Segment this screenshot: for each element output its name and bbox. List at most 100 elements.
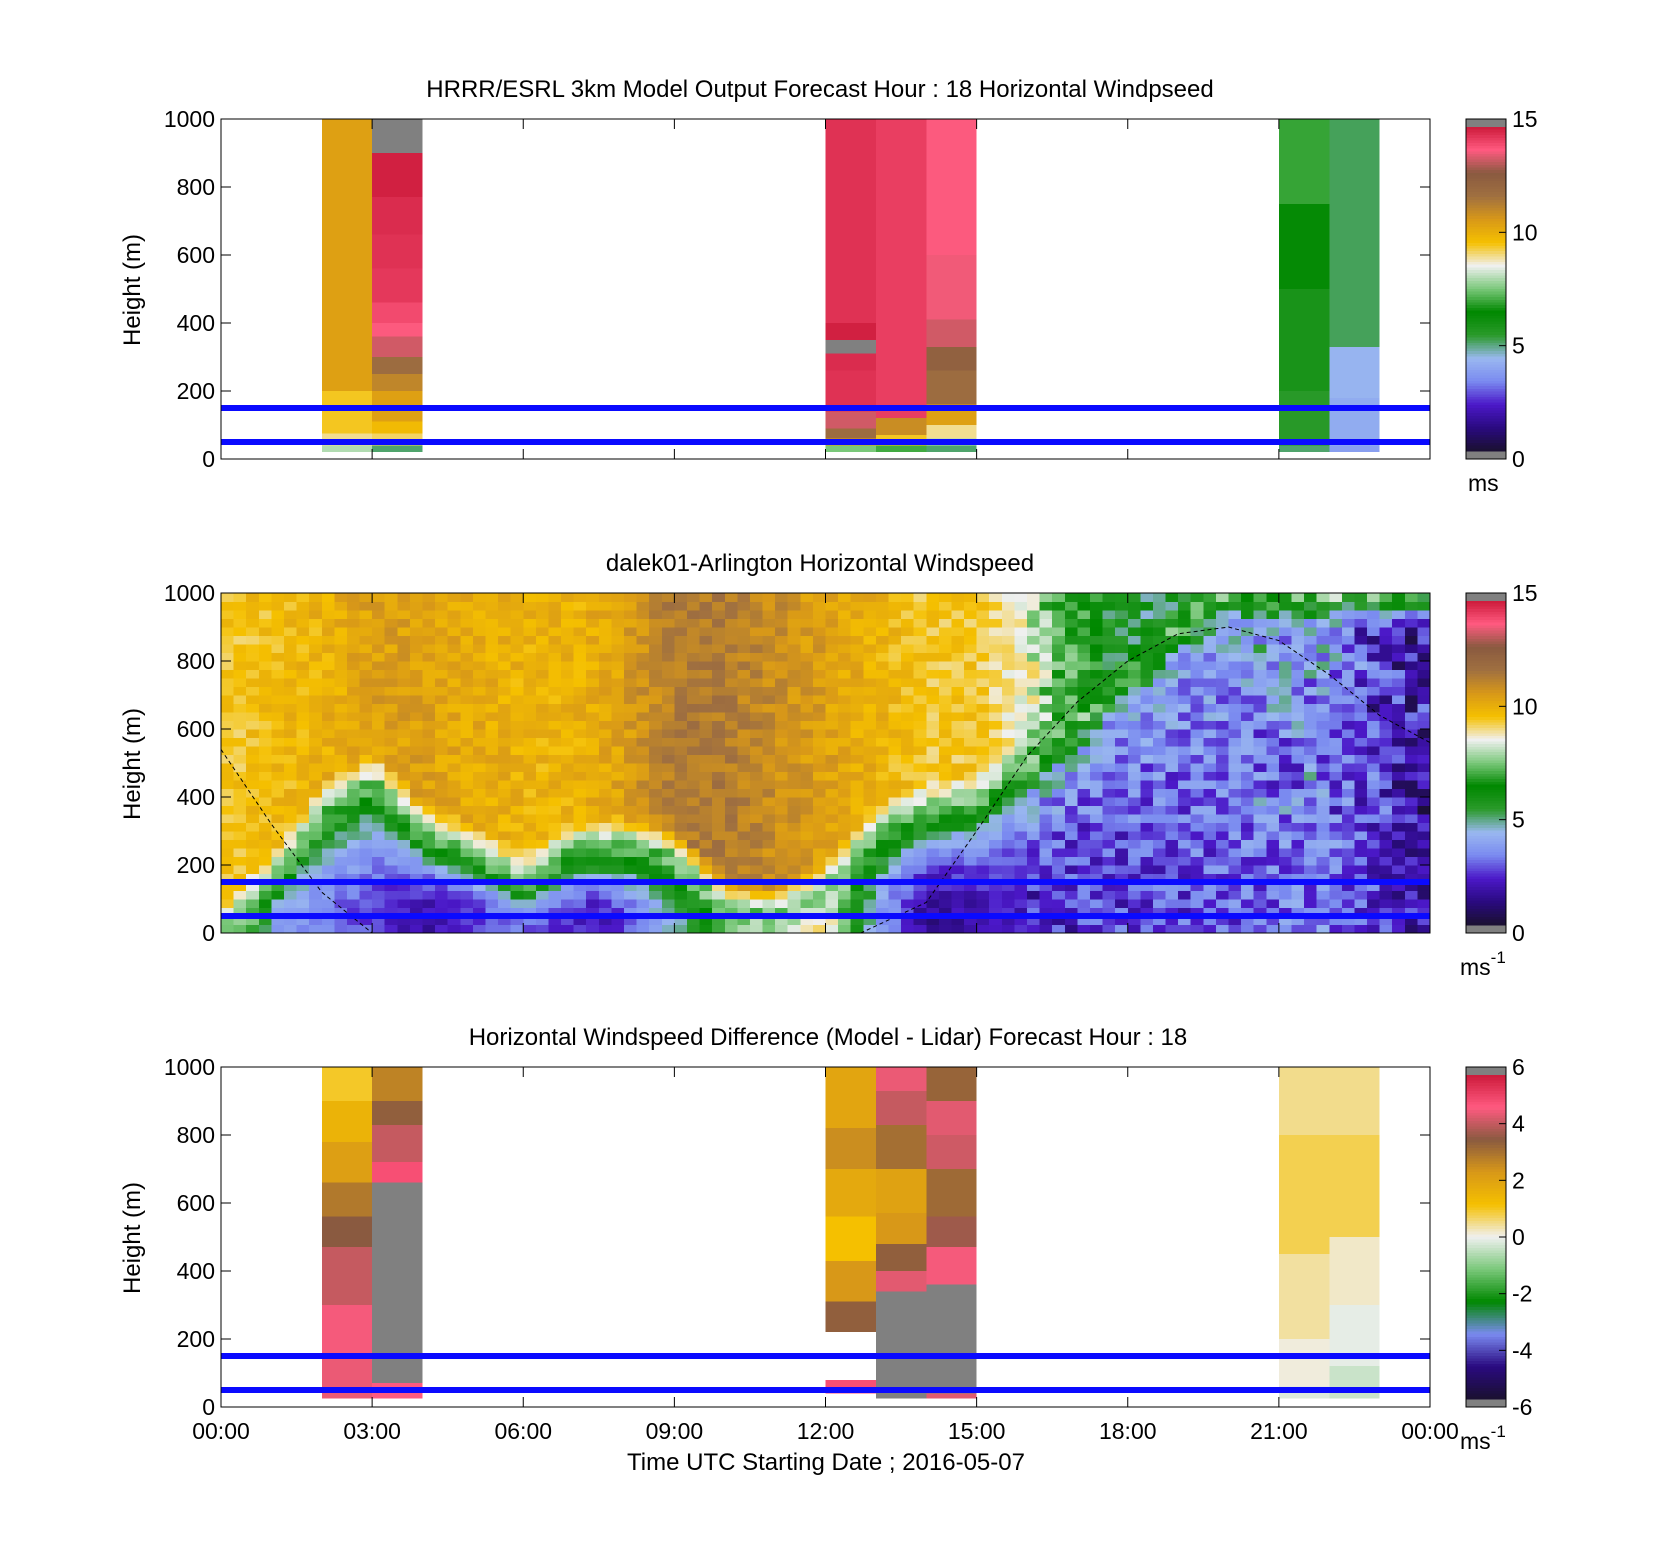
heatmap-cell (233, 635, 247, 645)
panel-lidar-title: dalek01-Arlington Horizontal Windspeed (606, 550, 1034, 577)
heatmap-cell (1215, 720, 1230, 730)
colorbar-swatch (1466, 1158, 1506, 1162)
heatmap-cell (901, 924, 915, 934)
colorbar-end-cap (1466, 1399, 1506, 1407)
heatmap-cell (1090, 729, 1104, 739)
heatmap-cell (1115, 780, 1129, 790)
heatmap-cell (284, 652, 298, 662)
heatmap-cell (1392, 652, 1406, 662)
heatmap-cell (687, 703, 701, 713)
heatmap-cell (1278, 644, 1293, 654)
heatmap-cell (372, 907, 386, 917)
heatmap-cell (926, 1284, 977, 1394)
colorbar-swatch (1466, 235, 1506, 239)
heatmap-cell (1115, 695, 1129, 705)
heatmap-cell (472, 669, 487, 679)
colorbar-swatch (1466, 1234, 1506, 1238)
heatmap-cell (548, 686, 562, 696)
heatmap-cell (1077, 865, 1091, 875)
heatmap-cell (1241, 907, 1255, 917)
colorbar-swatch (1466, 216, 1506, 220)
heatmap-cell (1140, 831, 1154, 841)
heatmap-cell (762, 788, 776, 798)
heatmap-cell (938, 907, 952, 917)
heatmap-cell (749, 703, 764, 713)
heatmap-cell (359, 729, 373, 739)
heatmap-cell (1001, 627, 1015, 637)
heatmap-cell (258, 924, 272, 934)
heatmap-cell (724, 882, 738, 892)
heatmap-cell (221, 703, 235, 713)
heatmap-cell (901, 788, 915, 798)
heatmap-cell (1241, 763, 1255, 773)
heatmap-cell (1178, 652, 1192, 662)
heatmap-cell (1190, 618, 1204, 628)
heatmap-cell (1215, 856, 1230, 866)
heatmap-cell (636, 831, 650, 841)
heatmap-cell (1379, 924, 1393, 934)
heatmap-cell (1404, 780, 1418, 790)
heatmap-cell (938, 695, 952, 705)
heatmap-cell (472, 618, 487, 628)
heatmap-cell (1354, 882, 1368, 892)
heatmap-cell (321, 873, 335, 883)
heatmap-cell (1367, 737, 1381, 747)
colorbar-swatch (1466, 1212, 1506, 1216)
heatmap-cell (737, 601, 751, 611)
heatmap-cell (296, 593, 310, 603)
heatmap-cell (598, 652, 612, 662)
heatmap-cell (1052, 839, 1066, 849)
heatmap-cell (762, 635, 776, 645)
heatmap-cell (787, 890, 801, 900)
heatmap-cell (384, 686, 398, 696)
heatmap-cell (1115, 805, 1129, 815)
heatmap-cell (724, 814, 738, 824)
heatmap-cell (976, 907, 990, 917)
heatmap-cell (888, 890, 902, 900)
heatmap-cell (812, 771, 827, 781)
heatmap-cell (938, 601, 952, 611)
heatmap-cell (460, 754, 474, 764)
heatmap-cell (284, 831, 298, 841)
heatmap-cell (498, 814, 512, 824)
heatmap-cell (1127, 712, 1141, 722)
heatmap-cell (1215, 686, 1230, 696)
heatmap-cell (1014, 754, 1028, 764)
heatmap-cell (1064, 720, 1078, 730)
heatmap-cell (775, 882, 789, 892)
colorbar-swatch (1466, 1142, 1506, 1146)
heatmap-cell (1417, 610, 1431, 620)
heatmap-cell (1190, 831, 1204, 841)
heatmap-cell (712, 678, 726, 688)
heatmap-cell (498, 882, 512, 892)
heatmap-cell (1291, 882, 1305, 892)
heatmap-cell (321, 686, 335, 696)
heatmap-cell (838, 771, 852, 781)
heatmap-cell (498, 924, 512, 934)
colorbar-swatch (1466, 827, 1506, 831)
heatmap-cell (825, 618, 839, 628)
heatmap-cell (1127, 848, 1141, 858)
heatmap-cell (649, 618, 663, 628)
heatmap-cell (913, 729, 927, 739)
heatmap-cell (762, 593, 776, 603)
heatmap-cell (1014, 678, 1028, 688)
heatmap-cell (926, 1393, 977, 1399)
heatmap-cell (1102, 916, 1116, 926)
heatmap-cell (233, 754, 247, 764)
heatmap-cell (687, 695, 701, 705)
heatmap-cell (1140, 601, 1154, 611)
colorbar-swatch (1466, 1220, 1506, 1224)
heatmap-cell (901, 746, 915, 756)
heatmap-cell (271, 712, 285, 722)
heatmap-cell (775, 627, 789, 637)
heatmap-cell (309, 805, 323, 815)
heatmap-cell (586, 686, 600, 696)
heatmap-cell (712, 763, 726, 773)
heatmap-cell (548, 635, 562, 645)
heatmap-cell (825, 1067, 876, 1129)
heatmap-cell (636, 703, 650, 713)
heatmap-cell (271, 882, 285, 892)
heatmap-cell (1014, 865, 1028, 875)
heatmap-cell (1052, 814, 1066, 824)
